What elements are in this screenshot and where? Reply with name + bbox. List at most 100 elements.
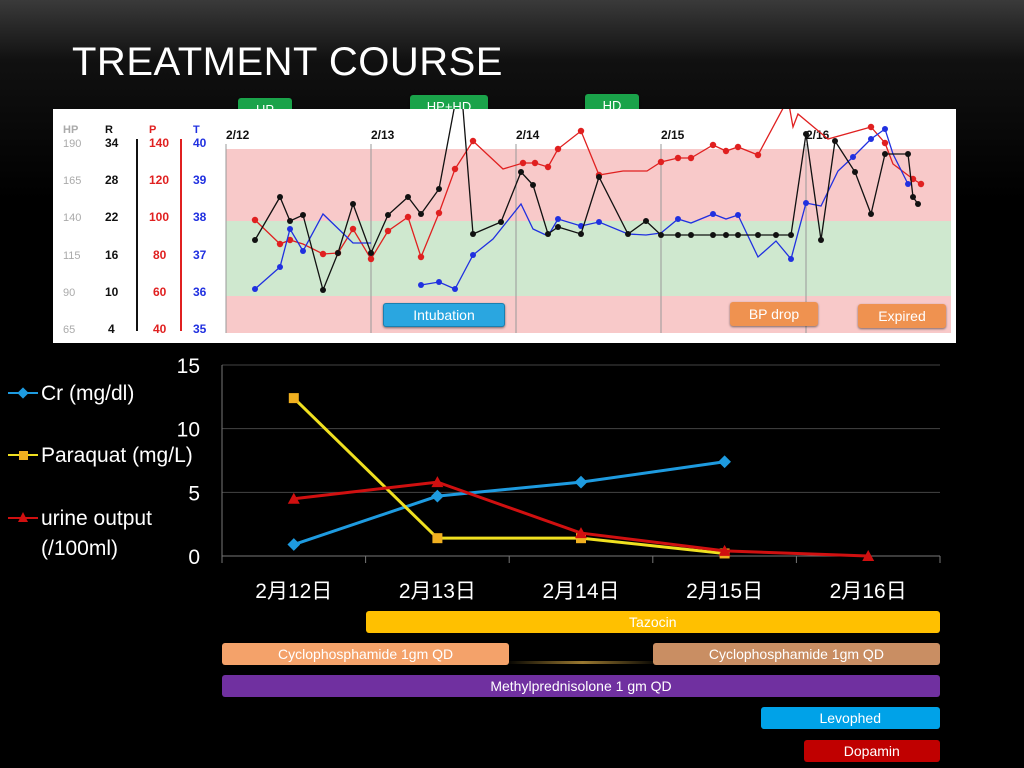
scale-r-label: 28: [105, 173, 119, 187]
series-point-diamond: [287, 538, 301, 551]
pulse-point: [722, 147, 730, 155]
series-line: [293, 480, 869, 558]
respiration-point: [882, 151, 888, 157]
pulse-point: [709, 141, 717, 149]
pulse-point: [367, 255, 375, 263]
pulse-point: [404, 213, 412, 221]
respiration-point: [852, 169, 858, 175]
scale-p-label: 120: [149, 173, 169, 187]
temperature-point: [675, 216, 681, 222]
vitals-green-zone: [226, 221, 951, 296]
respiration-point: [287, 218, 293, 224]
divider-glow: [505, 661, 660, 664]
series-line: [292, 397, 725, 555]
scale-t-label: 39: [193, 173, 207, 187]
respiration-point: [418, 211, 424, 217]
pulse-point: [674, 154, 682, 162]
respiration-point: [545, 231, 551, 237]
scale-r-label: 22: [105, 210, 119, 224]
respiration-point: [625, 231, 631, 237]
scale-p-label: 80: [153, 248, 167, 262]
temperature-point: [470, 252, 476, 258]
pulse-point: [577, 127, 585, 135]
vitals-col-header-r: R: [105, 124, 113, 136]
vitals-scale-hp: 190 165 140 115 90 65: [63, 138, 81, 336]
scale-r-label: 16: [105, 248, 119, 262]
pulse-point: [531, 159, 539, 167]
scale-r-label: 34: [105, 136, 119, 150]
series-point-triangle: [575, 527, 587, 539]
scale-hp-label: 90: [63, 287, 75, 299]
respiration-point: [350, 201, 356, 207]
temperature-point: [710, 211, 716, 217]
respiration-point: [518, 169, 524, 175]
chart-x-tick-label: 2月15日: [686, 580, 763, 603]
respiration-point: [723, 232, 729, 238]
respiration-point: [832, 138, 838, 144]
respiration-point: [436, 186, 442, 192]
medication-bar-tazocin: Tazocin: [365, 611, 940, 633]
event-bp-drop: BP drop: [730, 302, 818, 326]
series-line: [293, 460, 725, 546]
scale-hp-label: 115: [63, 250, 81, 262]
respiration-point: [643, 218, 649, 224]
pulse-point: [687, 154, 695, 162]
chart-x-tick-label: 2月14日: [542, 580, 619, 603]
legend-marker-square: [19, 451, 28, 460]
respiration-point: [405, 194, 411, 200]
respiration-point: [385, 212, 391, 218]
chart-x-tick-label: 2月13日: [399, 580, 476, 603]
pulse-point: [469, 137, 477, 145]
pulse-point: [451, 165, 459, 173]
scale-t-label: 40: [193, 136, 207, 150]
temperature-point: [277, 264, 283, 270]
pulse-point: [276, 240, 284, 248]
respiration-point: [658, 232, 664, 238]
pulse-point: [867, 123, 875, 131]
chart-series: [287, 393, 875, 561]
scale-t-label: 36: [193, 285, 207, 299]
chart-y-tick-label: 0: [188, 546, 200, 569]
medication-bar-dopamin: Dopamin: [803, 740, 940, 762]
series-point-triangle: [862, 550, 875, 561]
temperature-point: [788, 256, 794, 262]
pulse-point: [251, 216, 259, 224]
legend-marker-diamond: [17, 387, 29, 399]
series-point-square: [432, 533, 443, 544]
series-point-triangle: [431, 476, 444, 488]
respiration-point: [788, 232, 794, 238]
day-label: 2/16: [806, 128, 830, 142]
respiration-point: [868, 211, 874, 217]
scale-t-label: 37: [193, 248, 207, 262]
medication-bar-methylprednisolone: Methylprednisolone 1 gm QD: [222, 675, 940, 697]
legend-label-line2: (/100ml): [41, 537, 119, 560]
medication-bar-cyclophosphamide-2: Cyclophosphamide 1gm QD: [652, 643, 940, 665]
pulse-point: [917, 180, 925, 188]
respiration-point: [735, 232, 741, 238]
pulse-point: [554, 145, 562, 153]
scale-hp-label: 65: [63, 324, 75, 336]
chart-y-tick-label: 10: [177, 419, 200, 442]
page-title: TREATMENT COURSE: [72, 40, 503, 84]
scale-p-label: 100: [149, 210, 169, 224]
respiration-point: [252, 237, 258, 243]
temperature-point: [555, 216, 561, 222]
temperature-point: [882, 126, 888, 132]
chart-grid: [221, 364, 941, 563]
scale-p-label: 40: [153, 322, 167, 336]
respiration-point: [368, 250, 374, 256]
day-label: 2/13: [371, 128, 395, 142]
chart-x-tick-labels: 2月12日 2月13日 2月14日 2月15日 2月16日: [255, 580, 906, 603]
respiration-point: [818, 237, 824, 243]
temperature-point: [735, 212, 741, 218]
vitals-col-header-hp: HP: [63, 124, 78, 136]
respiration-trace: [254, 109, 919, 293]
legend-label: Paraquat (mg/L): [41, 444, 193, 467]
legend-marker-triangle: [18, 512, 28, 522]
respiration-point: [910, 194, 916, 200]
pulse-point: [734, 143, 742, 151]
series-point-square: [719, 548, 730, 559]
pulse-point: [544, 163, 552, 171]
series-point-square: [288, 393, 299, 404]
respiration-point: [555, 224, 561, 230]
